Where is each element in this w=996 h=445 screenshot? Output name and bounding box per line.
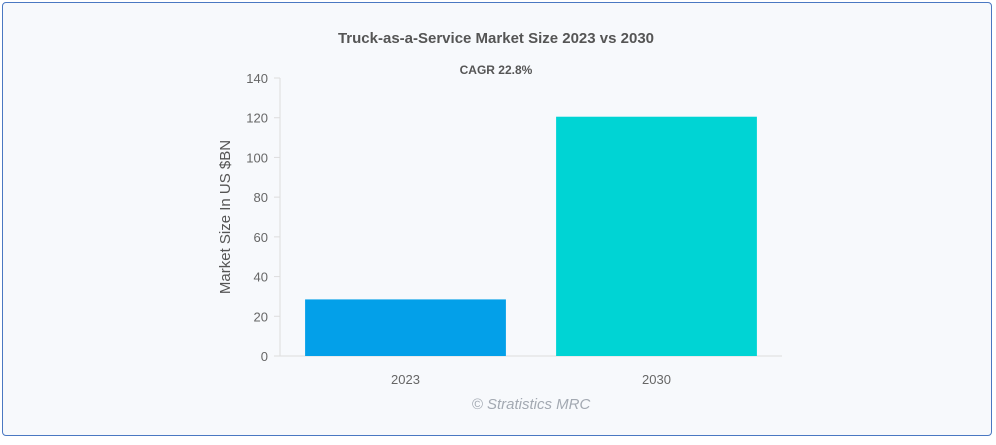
axes: 0 20 40 60 80 100 120 140 2023 2030 — [246, 71, 782, 387]
bar-2030 — [556, 116, 757, 356]
y-tick-label: 120 — [246, 111, 268, 126]
bar-2023 — [305, 299, 506, 356]
y-tick-label: 80 — [254, 190, 268, 205]
watermark-text: © Stratistics MRC — [471, 396, 591, 413]
y-tick-label: 20 — [254, 309, 268, 324]
y-tick-label: 60 — [254, 230, 268, 245]
x-tick-label: 2030 — [642, 372, 671, 387]
bars — [305, 116, 757, 356]
y-tick-label: 0 — [261, 349, 268, 364]
y-tick-label: 100 — [246, 150, 268, 165]
y-axis-title: Market Size In US $BN — [217, 140, 234, 294]
chart-frame — [2, 2, 992, 436]
x-tick-label: 2023 — [391, 372, 420, 387]
chart-subtitle: CAGR 22.8% — [459, 63, 533, 77]
y-tick-label: 140 — [246, 71, 268, 86]
y-tick-label: 40 — [254, 270, 268, 285]
chart-title: Truck-as-a-Service Market Size 2023 vs 2… — [337, 30, 655, 47]
